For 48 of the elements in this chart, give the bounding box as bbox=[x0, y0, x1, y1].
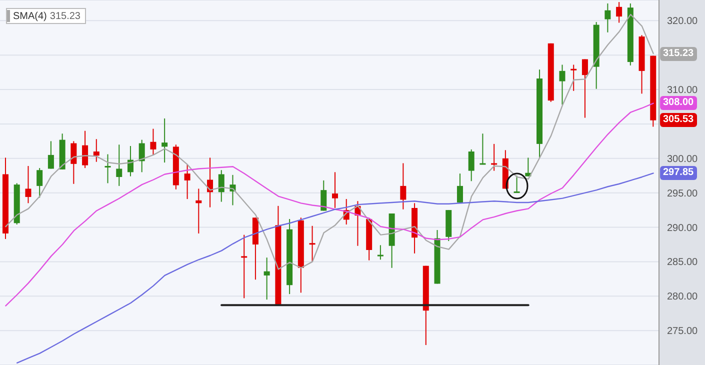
text: 315.23 bbox=[50, 10, 80, 22]
candlestick bbox=[604, 2, 611, 33]
candlestick bbox=[332, 172, 338, 208]
candlestick bbox=[150, 128, 156, 156]
candlestick bbox=[218, 170, 224, 202]
line-series bbox=[5, 102, 654, 306]
y-tick-label: 295.00 bbox=[667, 188, 698, 200]
candlestick bbox=[70, 140, 77, 184]
candlestick bbox=[138, 139, 145, 173]
candlestick bbox=[320, 180, 327, 212]
y-tick-label: 280.00 bbox=[667, 292, 698, 303]
candlestick bbox=[25, 165, 32, 204]
candlestick bbox=[82, 130, 88, 169]
candlestick bbox=[36, 168, 43, 198]
y-tick-label: 310.00 bbox=[667, 85, 698, 96]
candlestick bbox=[309, 225, 316, 262]
legend-label: SMA(4) bbox=[13, 10, 47, 22]
y-tick-label: 285.00 bbox=[667, 257, 698, 268]
candlestick bbox=[616, 2, 622, 24]
candlestick bbox=[264, 257, 270, 300]
candlestick bbox=[456, 173, 463, 203]
y-tick-label: 290.00 bbox=[667, 222, 698, 234]
candlestick bbox=[241, 234, 248, 299]
candlestick bbox=[491, 143, 498, 172]
candlestick bbox=[514, 175, 520, 194]
candlestick bbox=[116, 144, 122, 186]
candlestick bbox=[559, 64, 566, 106]
candlestick bbox=[400, 162, 406, 210]
y-tick-label: 300.00 bbox=[667, 154, 698, 165]
line-series bbox=[16, 172, 654, 364]
data-label: 297.85 bbox=[660, 166, 697, 180]
text: 305.53 bbox=[663, 114, 694, 126]
candlestick bbox=[570, 64, 577, 92]
y-tick-label: 320.00 bbox=[667, 16, 698, 28]
candlestick bbox=[48, 140, 54, 170]
line-series bbox=[5, 14, 654, 270]
candlestick bbox=[184, 164, 190, 200]
data-label: 308.00 bbox=[660, 96, 697, 110]
candlestick bbox=[468, 148, 474, 182]
candlestick bbox=[377, 244, 384, 260]
candlestick bbox=[196, 188, 202, 234]
candlestick bbox=[162, 118, 168, 164]
candlestick bbox=[480, 133, 486, 166]
candlestick bbox=[582, 58, 588, 118]
candlestick bbox=[93, 138, 100, 162]
candlestick bbox=[104, 154, 111, 184]
data-label: 315.23 bbox=[660, 46, 697, 60]
y-tick-label: 275.00 bbox=[667, 326, 698, 338]
